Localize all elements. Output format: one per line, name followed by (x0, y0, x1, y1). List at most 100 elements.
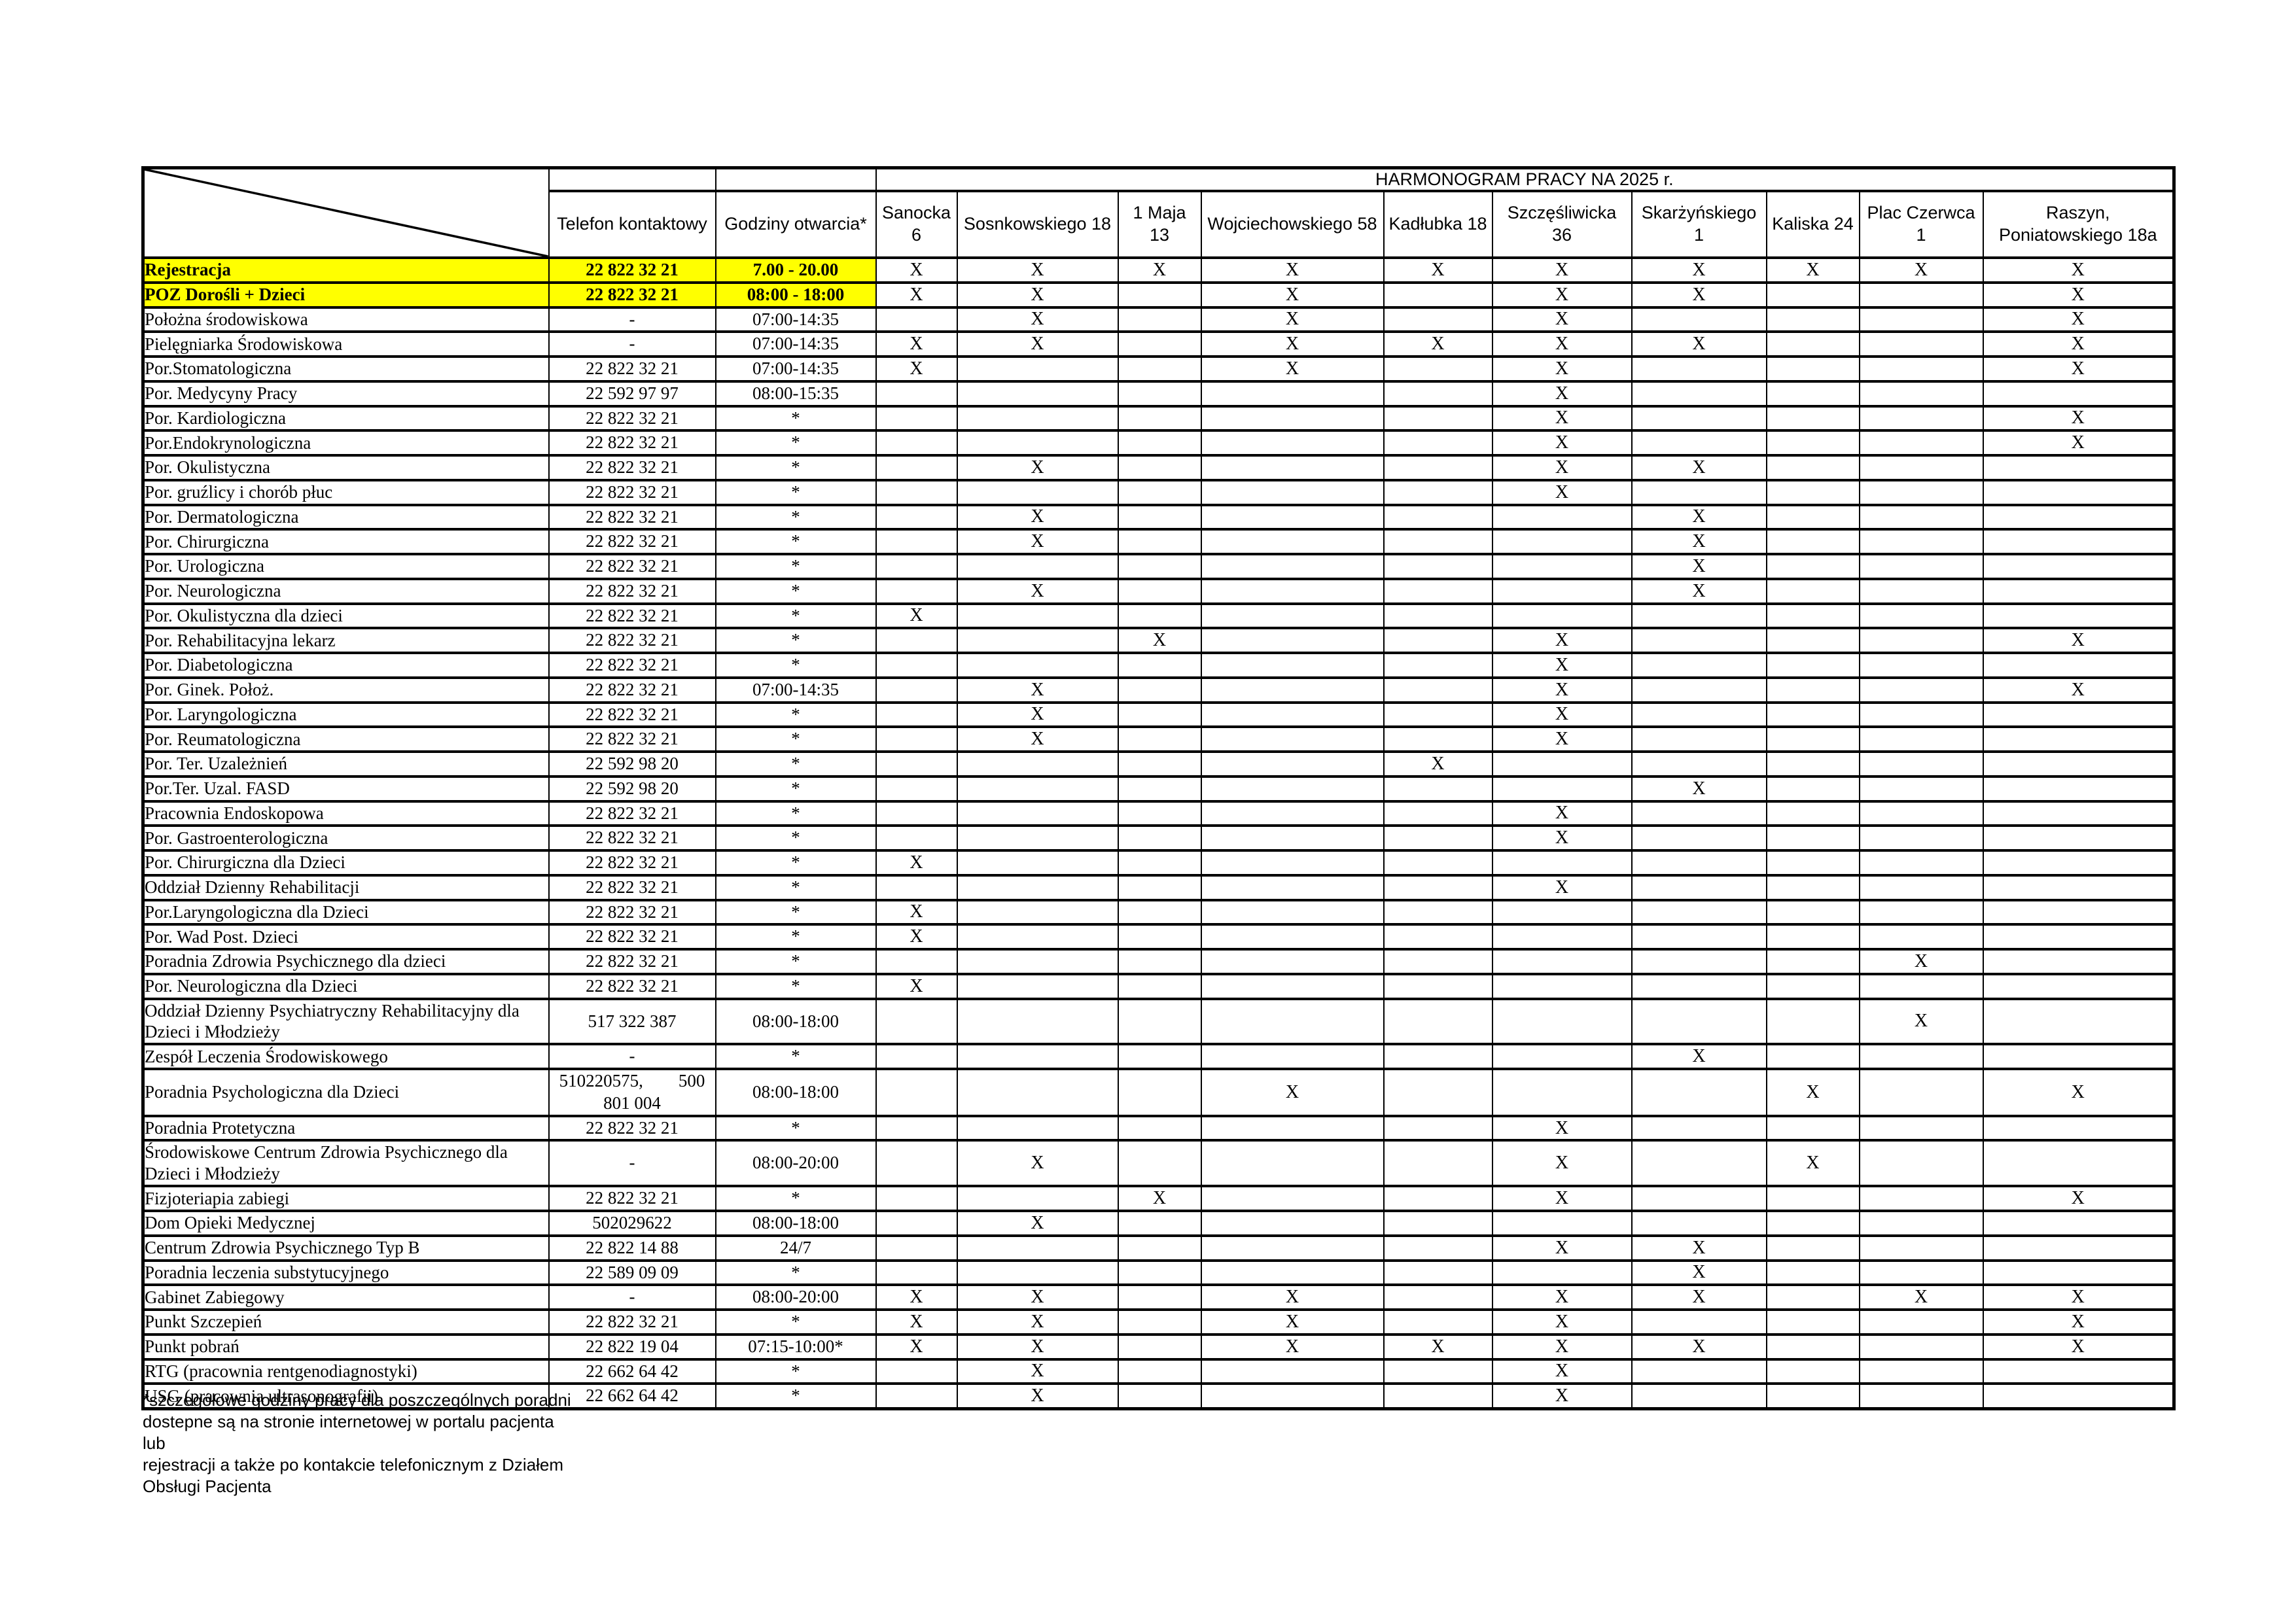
location-empty-cell (1982, 873, 2175, 901)
location-x-cell: X (1491, 873, 1633, 901)
phone-cell: 22 822 14 88 (548, 1234, 716, 1262)
location-empty-cell (1200, 627, 1385, 654)
location-empty-cell (875, 1357, 958, 1386)
location-empty-cell (1631, 972, 1767, 1000)
phone-cell: 22 822 32 21 (548, 602, 716, 630)
location-x-cell: X (1117, 627, 1202, 654)
location-x-cell: X (1631, 1043, 1767, 1071)
location-x-cell: X (1200, 1283, 1385, 1311)
location-empty-cell (1982, 898, 2175, 926)
location-empty-cell (1765, 799, 1860, 828)
location-empty-cell (1117, 898, 1202, 926)
location-empty-cell (875, 1382, 958, 1410)
location-empty-cell (1200, 923, 1385, 951)
location-x-cell: X (1383, 256, 1493, 284)
location-empty-cell (1491, 849, 1633, 877)
table-row: Por. Kardiologiczna 22 822 32 21 * X X (142, 404, 2175, 432)
location-empty-cell (875, 1185, 958, 1212)
column-header-location-4: Kadłubka 18 (1383, 190, 1493, 259)
table-row: Oddział Dzienny Psychiatryczny Rehabilit… (142, 997, 2175, 1046)
location-x-cell: X (1200, 330, 1385, 358)
service-name-cell: Centrum Zdrowia Psychicznego Typ B (142, 1234, 550, 1262)
location-empty-cell (1631, 701, 1767, 729)
location-empty-cell (1117, 725, 1202, 753)
hours-cell: 07:00-14:35 (715, 355, 877, 383)
location-empty-cell (1491, 997, 1633, 1046)
location-empty-cell (1858, 305, 1984, 334)
location-empty-cell (956, 355, 1119, 383)
service-name-cell: Poradnia Protetyczna (142, 1114, 550, 1142)
location-empty-cell (1117, 775, 1202, 803)
table-row: POZ Dorośli + Dzieci 22 822 32 21 08:00 - … (142, 281, 2175, 309)
table-row: Poradnia Psychologiczna dla Dzieci 510220… (142, 1068, 2175, 1117)
corner-diagonal-cell (142, 166, 550, 259)
location-empty-cell (1200, 478, 1385, 506)
location-x-cell: X (956, 281, 1119, 309)
location-empty-cell (1200, 824, 1385, 852)
table-row: Por. Neurologiczna 22 822 32 21 * X X (142, 577, 2175, 605)
location-empty-cell (1491, 553, 1633, 580)
location-empty-cell (1117, 873, 1202, 901)
service-name-cell: Por. Diabetologiczna (142, 652, 550, 679)
phone-cell: 22 822 32 21 (548, 528, 716, 555)
hours-cell: * (715, 553, 877, 580)
location-empty-cell (1858, 429, 1984, 457)
location-empty-cell (1631, 305, 1767, 334)
location-empty-cell (1383, 355, 1493, 383)
location-empty-cell (875, 676, 958, 704)
hours-cell: * (715, 1259, 877, 1287)
location-x-cell: X (875, 1333, 958, 1361)
location-x-cell: X (1982, 330, 2175, 358)
location-empty-cell (1631, 849, 1767, 877)
table-row: Środowiskowe Centrum Zdrowia Psychiczneg… (142, 1139, 2175, 1188)
location-empty-cell (1982, 652, 2175, 679)
location-empty-cell (1631, 799, 1767, 828)
table-row: Punkt pobrań 22 822 19 04 07:15-10:00* X X X X… (142, 1333, 2175, 1361)
table-row: Por. Urologiczna 22 822 32 21 * X (142, 553, 2175, 580)
hours-cell: * (715, 799, 877, 828)
header-row: Telefon kontaktowy Godziny otwarcia* San… (143, 190, 2175, 259)
location-x-cell: X (1982, 1185, 2175, 1212)
location-empty-cell (1200, 1043, 1385, 1071)
service-name-cell: Por. Chirurgiczna dla Dzieci (142, 849, 550, 877)
phone-cell: 22 822 32 21 (548, 725, 716, 753)
hours-cell: * (715, 725, 877, 753)
location-x-cell: X (1982, 256, 2175, 284)
location-empty-cell (1858, 1357, 1984, 1386)
location-empty-cell (1858, 1114, 1984, 1142)
location-x-cell: X (1491, 1283, 1633, 1311)
location-empty-cell (1858, 1185, 1984, 1212)
phone-cell: 22 822 32 21 (548, 281, 716, 309)
location-empty-cell (1117, 528, 1202, 555)
location-empty-cell (1765, 923, 1860, 951)
location-empty-cell (1200, 676, 1385, 704)
location-x-cell: X (1765, 1139, 1860, 1188)
location-empty-cell (1858, 725, 1984, 753)
location-empty-cell (875, 1234, 958, 1262)
table-row: Por. Rehabilitacyjna lekarz 22 822 32 21 *… (142, 627, 2175, 654)
location-empty-cell (1383, 799, 1493, 828)
service-name-cell: Położna środowiskowa (142, 305, 550, 334)
table-row: Centrum Zdrowia Psychicznego Typ B 22 822… (142, 1234, 2175, 1262)
location-x-cell: X (875, 1283, 958, 1311)
location-x-cell: X (875, 256, 958, 284)
phone-cell: 22 822 32 21 (548, 627, 716, 654)
location-empty-cell (1982, 379, 2175, 408)
location-empty-cell (1383, 1382, 1493, 1410)
column-header-location-7: Kaliska 24 (1765, 190, 1860, 259)
location-x-cell: X (1491, 725, 1633, 753)
table-row: Por. Ter. Uzależnień 22 592 98 20 * X (142, 750, 2175, 778)
service-name-cell: Punkt Szczepień (142, 1308, 550, 1336)
location-empty-cell (1982, 750, 2175, 778)
location-empty-cell (1383, 725, 1493, 753)
location-empty-cell (1117, 1308, 1202, 1336)
location-empty-cell (1858, 1068, 1984, 1117)
location-empty-cell (1383, 553, 1493, 580)
location-empty-cell (1858, 898, 1984, 926)
location-empty-cell (956, 429, 1119, 457)
service-name-cell: Por. Neurologiczna (142, 577, 550, 605)
service-name-cell: Punkt pobrań (142, 1333, 550, 1361)
location-empty-cell (1200, 1357, 1385, 1386)
location-empty-cell (1117, 1357, 1202, 1386)
location-empty-cell (1117, 652, 1202, 679)
